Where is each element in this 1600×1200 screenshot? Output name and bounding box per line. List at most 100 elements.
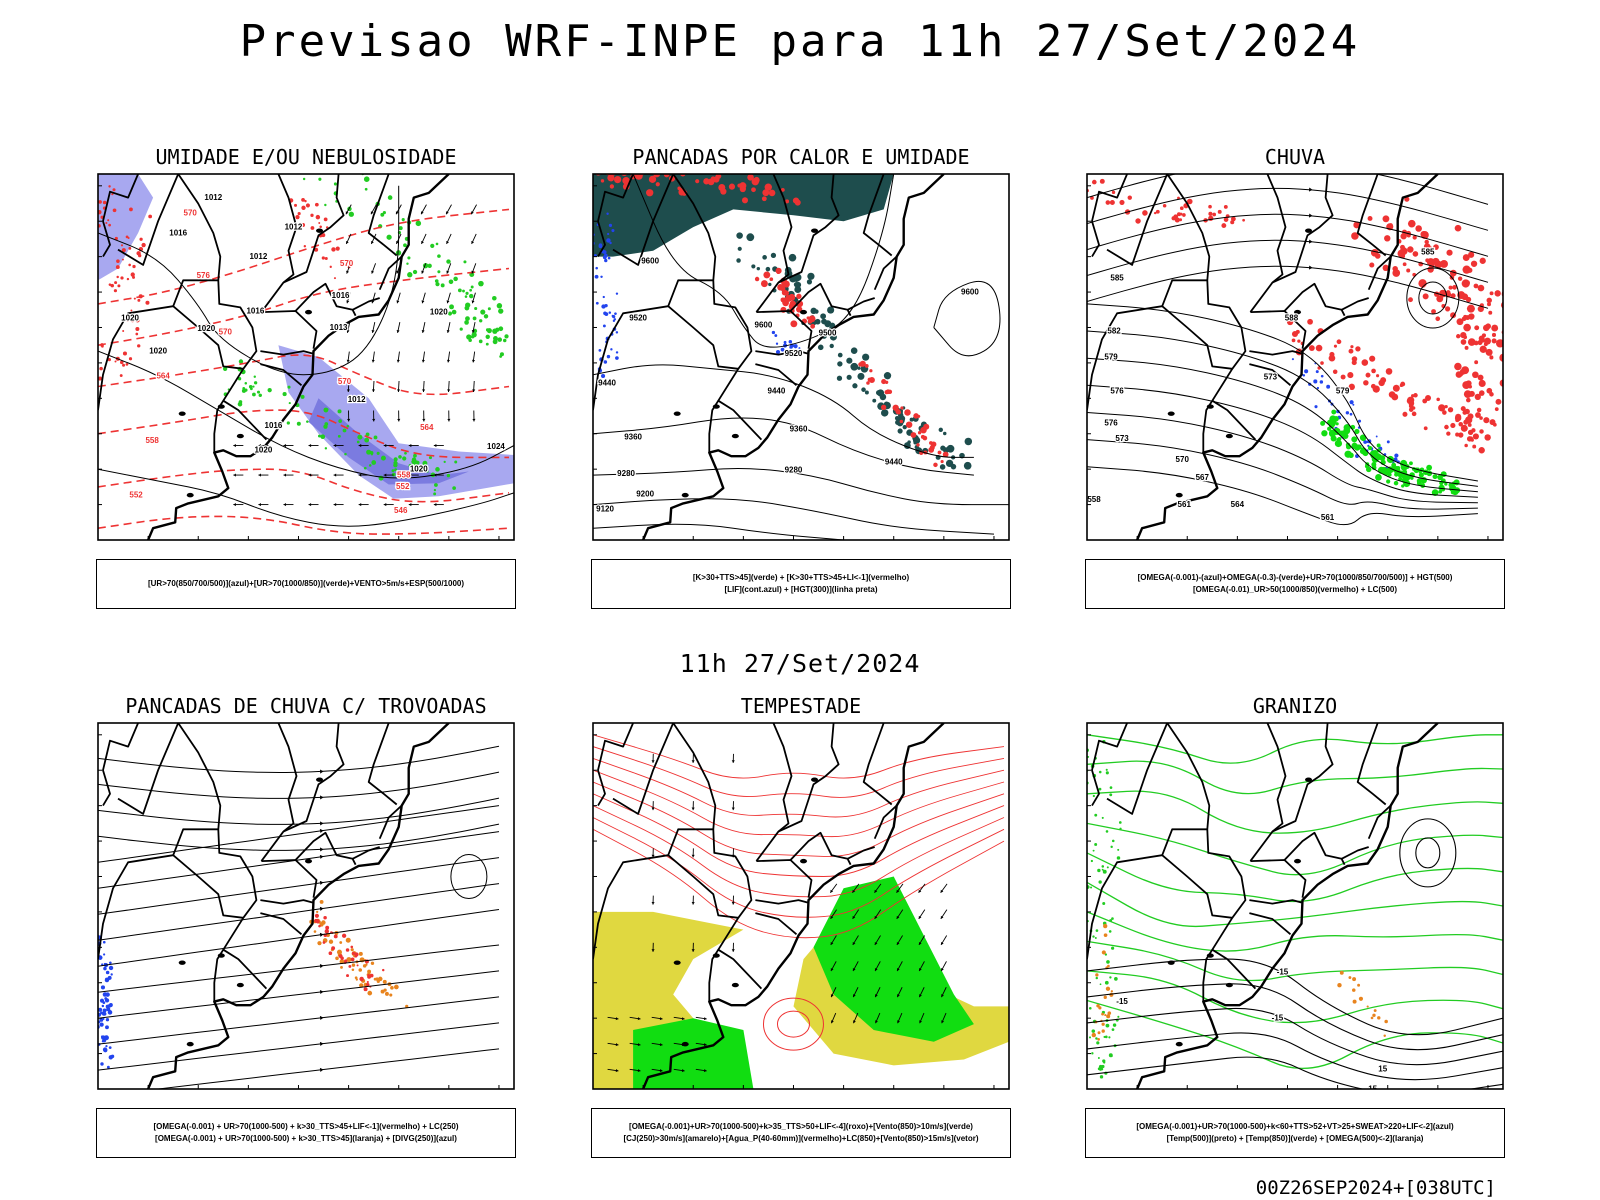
instability-red xyxy=(792,197,800,204)
border-line xyxy=(755,912,798,935)
lif-blue xyxy=(606,354,611,359)
legend-line: [OMEGA(-0.001)+UR>70(1000-500)+k>35_TTS>… xyxy=(629,1122,973,1131)
rain-red xyxy=(1481,333,1487,338)
divergence-blue xyxy=(100,985,106,990)
wind-vector-head xyxy=(691,807,695,811)
rain-red xyxy=(1320,361,1324,365)
rain-red xyxy=(1450,293,1456,299)
temp-850-noise xyxy=(1098,770,1102,774)
thunder-orange xyxy=(358,951,363,956)
temp-850-noise xyxy=(1108,930,1112,933)
omega-blue xyxy=(1352,403,1355,406)
rain-red xyxy=(1466,397,1471,403)
humidity-low xyxy=(435,467,440,472)
temp-850-noise xyxy=(1090,886,1093,889)
plot-frame xyxy=(1086,722,1504,1090)
omega-orange xyxy=(1348,976,1352,979)
rain-red xyxy=(1411,406,1416,410)
omega-green xyxy=(1371,462,1377,468)
wind-vector-head xyxy=(940,915,944,919)
border-line xyxy=(1166,174,1257,441)
wind-arrow-head xyxy=(345,211,349,215)
omega-green xyxy=(1335,422,1339,426)
contour-label: 564 xyxy=(156,371,170,380)
lif-blue xyxy=(798,347,801,350)
thunder-red xyxy=(348,964,352,968)
humidity-low xyxy=(252,392,256,397)
instability-teal xyxy=(872,398,877,403)
flow-line xyxy=(1087,174,1489,205)
instability-teal xyxy=(881,409,889,417)
instability-teal xyxy=(829,333,837,341)
humidity-low xyxy=(465,302,471,308)
rain-red xyxy=(1351,232,1359,240)
lif-blue xyxy=(793,344,798,349)
temp-500 xyxy=(1087,983,1503,1051)
humidity-low xyxy=(306,420,309,423)
panel-title: PANCADAS POR CALOR E UMIDADE xyxy=(632,145,970,169)
hgt-contour xyxy=(593,364,974,458)
wind-vector-head xyxy=(941,941,944,945)
humidity-low xyxy=(435,282,440,287)
hgt-contour xyxy=(593,468,1009,506)
instability-red xyxy=(600,179,605,183)
instability-red xyxy=(762,189,770,197)
rain-red xyxy=(1460,424,1468,432)
thickness-red xyxy=(310,213,314,217)
low-contour xyxy=(762,997,824,1051)
thickness-red xyxy=(128,357,133,361)
rain-red xyxy=(1465,296,1472,303)
thickness-red xyxy=(294,203,298,207)
divergence-blue xyxy=(101,1035,106,1040)
instability-teal xyxy=(913,440,918,445)
thickness-red xyxy=(107,358,111,362)
temp-850-noise xyxy=(1111,839,1115,843)
rain-red xyxy=(1465,416,1473,424)
instability-red xyxy=(942,451,949,458)
thickness-red xyxy=(304,199,307,203)
humidity-low xyxy=(463,260,467,264)
rain-red xyxy=(1374,253,1381,259)
streamline xyxy=(98,831,500,889)
rain-red xyxy=(1485,323,1491,330)
wind-vector-head xyxy=(940,889,944,893)
omega-orange xyxy=(1110,990,1113,993)
lake-marker xyxy=(1175,1041,1183,1047)
rain-red xyxy=(1186,198,1193,205)
rain-red xyxy=(1420,230,1427,238)
temp-850-noise xyxy=(1111,946,1115,950)
lif-blue xyxy=(594,274,599,279)
contour-label: 9600 xyxy=(641,257,659,266)
temp-850 xyxy=(1087,734,1503,764)
wind-vector-head xyxy=(919,994,922,998)
humidity-low xyxy=(324,203,327,207)
rain-red xyxy=(1486,387,1493,394)
lif-blue xyxy=(603,360,608,364)
wind-vector-head xyxy=(637,1069,641,1073)
rain-red xyxy=(1355,346,1361,352)
thickness-red xyxy=(127,237,130,239)
contour-label: 15 xyxy=(1368,1084,1377,1093)
rain-red xyxy=(1412,235,1417,240)
humidity-low xyxy=(479,319,483,323)
humidity-low xyxy=(474,306,478,311)
border-line xyxy=(172,279,244,370)
thunder-orange xyxy=(328,939,334,944)
lif-blue xyxy=(604,258,608,263)
legend-box: [K>30+TTS>45](verde) + [K>30+TTS>45+LI<-… xyxy=(591,559,1011,609)
hgt-contour xyxy=(1087,439,1478,510)
lif-blue xyxy=(783,340,787,344)
humidity-low xyxy=(485,334,490,339)
wind-vector-head xyxy=(941,968,944,972)
wind-vector-head xyxy=(681,1069,685,1073)
contour-label: 570 xyxy=(184,208,198,217)
rain-red xyxy=(1153,211,1157,215)
humidity-low xyxy=(323,407,329,413)
instability-teal xyxy=(824,320,832,328)
rain-red xyxy=(1455,371,1463,378)
rain-red xyxy=(1162,204,1167,208)
wind-arrow-head xyxy=(371,330,375,333)
humidity-low xyxy=(253,375,256,378)
humidity-low xyxy=(370,451,373,454)
instability-red xyxy=(780,187,785,192)
